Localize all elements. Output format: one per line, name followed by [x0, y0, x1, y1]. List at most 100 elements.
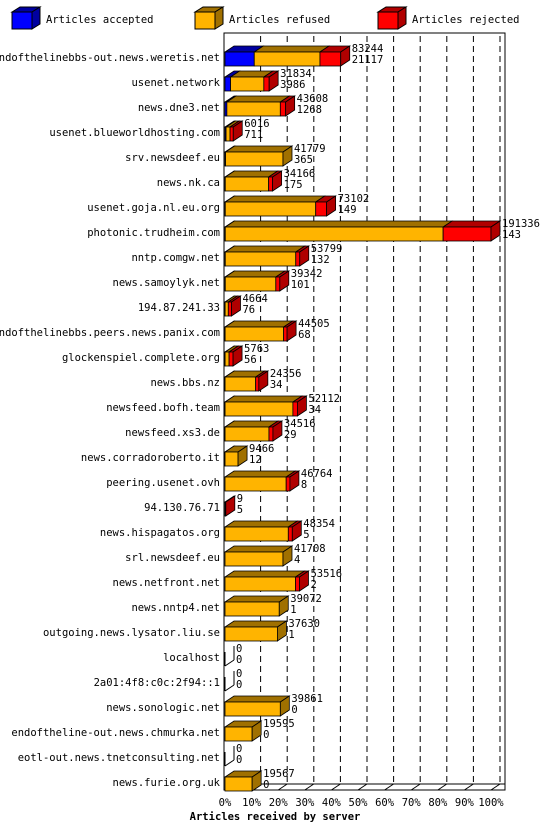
total-label: 83244	[352, 43, 384, 55]
total-label: 39072	[290, 593, 322, 605]
category-label: photonic.trudheim.com	[87, 227, 220, 239]
bar	[224, 776, 253, 792]
bar	[224, 201, 317, 217]
category-label: newsfeed.bofh.team	[106, 402, 220, 414]
accepted-label: 1	[290, 604, 296, 616]
bar-side	[232, 345, 243, 367]
bar-side	[232, 120, 243, 142]
bar-side	[278, 595, 289, 617]
bar-top	[223, 595, 290, 603]
accepted-label: 8	[301, 479, 307, 491]
x-tick-label: 0%	[219, 797, 232, 809]
accepted-label: 365	[294, 154, 313, 166]
total-label: 0	[236, 668, 242, 680]
x-tick	[357, 783, 368, 791]
x-tick-label: 50%	[349, 797, 369, 809]
total-label: 43608	[297, 93, 329, 105]
x-tick	[331, 783, 341, 791]
accepted-label: 0	[263, 779, 269, 791]
total-label: 24356	[270, 368, 302, 380]
bar	[268, 176, 274, 192]
accepted-label: 56	[244, 354, 257, 366]
x-tick	[490, 783, 501, 791]
bar	[224, 601, 280, 617]
bar	[315, 201, 328, 217]
total-label: 4664	[242, 293, 267, 305]
legend-swatch	[194, 11, 216, 30]
total-label: 34166	[284, 168, 316, 180]
bar	[295, 251, 301, 267]
accepted-label: 0	[291, 704, 297, 716]
total-label: 39861	[291, 693, 323, 705]
bar	[229, 126, 234, 142]
category-label: news.sonologic.net	[106, 702, 220, 714]
bar-side	[282, 545, 293, 567]
bar-side	[225, 495, 236, 517]
x-axis-title: Articles received by server	[190, 811, 361, 823]
bar	[226, 101, 281, 117]
accepted-label: 0	[236, 654, 242, 666]
total-label: 5763	[244, 343, 269, 355]
x-tick-label: 30%	[295, 797, 315, 809]
bar-top	[223, 220, 454, 228]
x-tick-label: 20%	[269, 797, 289, 809]
category-label: news.dne3.net	[138, 102, 220, 114]
accepted-label: 5	[303, 529, 309, 541]
total-label: 0	[236, 643, 242, 655]
category-label: newsfeed.xs3.de	[125, 427, 220, 439]
total-label: 41708	[294, 543, 326, 555]
bar-side	[299, 245, 310, 267]
bar	[224, 51, 255, 67]
total-label: 19567	[263, 768, 295, 780]
bar-side	[279, 270, 290, 292]
bar-side	[251, 770, 262, 792]
category-label: srl.newsdeef.eu	[125, 552, 220, 564]
empty-bar	[224, 684, 235, 692]
bar	[287, 526, 293, 542]
bar-top	[225, 95, 291, 103]
bar	[255, 376, 260, 392]
category-label: news.nk.ca	[157, 177, 220, 189]
x-tick	[384, 783, 394, 791]
bar	[224, 326, 285, 342]
total-label: 73102	[338, 193, 370, 205]
category-label: news.netfront.net	[113, 577, 220, 589]
category-label: 194.87.241.33	[138, 302, 220, 314]
bar-top	[223, 245, 307, 253]
total-label: 52112	[308, 393, 340, 405]
accepted-label: 4	[294, 554, 300, 566]
empty-bar	[224, 759, 235, 767]
bar	[224, 226, 444, 242]
category-label: peering.usenet.ovh	[106, 477, 220, 489]
bar	[275, 276, 281, 292]
plot-frame	[223, 32, 506, 791]
bar-side	[289, 470, 300, 492]
total-label: 31834	[280, 68, 312, 80]
total-label: 9466	[249, 443, 274, 455]
accepted-label: 149	[338, 204, 357, 216]
bar	[319, 51, 342, 67]
accepted-label: 3986	[280, 79, 305, 91]
bar-side	[272, 420, 283, 442]
bar	[285, 476, 291, 492]
x-tick	[410, 783, 421, 791]
total-label: 34516	[284, 418, 316, 430]
accepted-label: 76	[242, 304, 255, 316]
category-label: srv.newsdeef.eu	[125, 152, 220, 164]
category-label: news.nntp4.net	[131, 602, 220, 614]
category-label: usenet.goja.nl.eu.org	[87, 202, 220, 214]
category-label: news.furie.org.uk	[113, 777, 221, 789]
bar	[268, 426, 274, 442]
bar-top	[223, 320, 294, 328]
bar	[224, 726, 253, 742]
x-tick	[277, 783, 288, 791]
category-label: news.corradoroberto.it	[81, 452, 220, 464]
bar	[224, 476, 287, 492]
bar-side	[279, 695, 290, 717]
bar-top	[223, 620, 288, 628]
x-tick-label: 10%	[242, 797, 262, 809]
category-label: endofthelinebbs.peers.news.panix.com	[0, 327, 220, 339]
bar-side	[277, 620, 287, 642]
bar-side	[297, 395, 307, 417]
